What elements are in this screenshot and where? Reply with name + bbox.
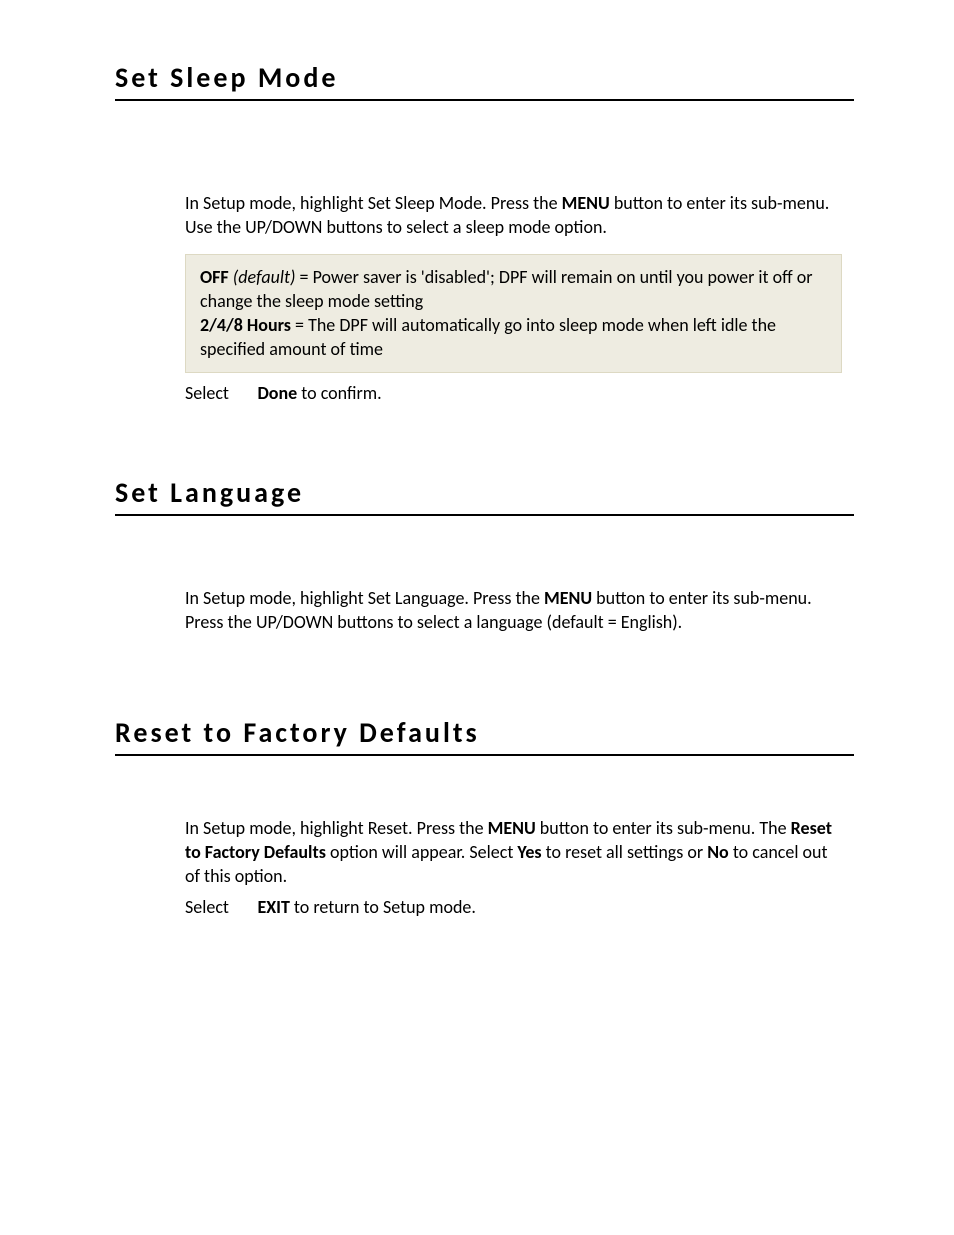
hours-label: 2/4/8 Hours	[200, 314, 291, 336]
yes-label: Yes	[517, 841, 541, 863]
sleep-paragraph-1: In Setup mode, highlight Set Sleep Mode.…	[185, 191, 842, 240]
text: In Setup mode, highlight Reset. Press th…	[185, 817, 488, 839]
text: button to enter its sub-menu. The	[536, 817, 791, 839]
callout-line-off: OFF (default) = Power saver is 'disabled…	[200, 265, 827, 314]
sleep-options-callout: OFF (default) = Power saver is 'disabled…	[185, 254, 842, 373]
heading-set-language: Set Language	[115, 475, 854, 516]
menu-label: MENU	[544, 587, 592, 609]
off-default: (default)	[229, 266, 296, 288]
reset-paragraph-1: In Setup mode, highlight Reset. Press th…	[185, 816, 842, 889]
reset-paragraph-2: Select EXIT to return to Setup mode.	[185, 895, 842, 919]
off-label: OFF	[200, 266, 229, 288]
menu-label: MENU	[488, 817, 536, 839]
text: In Setup mode, highlight Set Sleep Mode.…	[185, 192, 562, 214]
document-page: Set Sleep Mode In Setup mode, highlight …	[0, 0, 954, 1235]
language-paragraph-1: In Setup mode, highlight Set Language. P…	[185, 586, 842, 635]
sleep-paragraph-2: Select Done to confirm.	[185, 381, 842, 405]
done-label: Done	[257, 382, 297, 404]
text: to confirm.	[297, 382, 382, 404]
exit-label: EXIT	[257, 896, 289, 918]
text: to reset all settings or	[542, 841, 708, 863]
heading-reset-defaults: Reset to Factory Defaults	[115, 715, 854, 756]
menu-label: MENU	[562, 192, 610, 214]
heading-set-sleep-mode: Set Sleep Mode	[115, 60, 854, 101]
text: Select	[185, 382, 233, 404]
text: option will appear. Select	[326, 841, 518, 863]
no-label: No	[707, 841, 729, 863]
text: to return to Setup mode.	[290, 896, 476, 918]
text: In Setup mode, highlight Set Language. P…	[185, 587, 544, 609]
callout-line-hours: 2/4/8 Hours = The DPF will automatically…	[200, 313, 827, 362]
text: Select	[185, 896, 233, 918]
